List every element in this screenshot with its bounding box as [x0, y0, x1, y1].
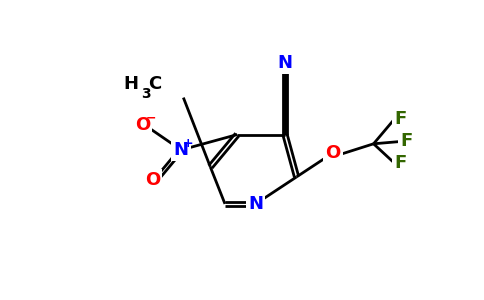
- Text: O: O: [145, 171, 160, 189]
- Text: O: O: [325, 144, 340, 162]
- Text: O: O: [135, 116, 150, 134]
- Text: −: −: [146, 111, 156, 124]
- Text: C: C: [148, 75, 161, 93]
- Text: 3: 3: [141, 87, 151, 101]
- Text: +: +: [182, 136, 193, 149]
- Text: N: N: [248, 195, 263, 213]
- Text: H: H: [124, 75, 139, 93]
- Text: F: F: [401, 133, 413, 151]
- Text: F: F: [394, 110, 407, 128]
- Text: N: N: [174, 141, 189, 159]
- Text: F: F: [394, 154, 407, 172]
- Text: N: N: [277, 54, 292, 72]
